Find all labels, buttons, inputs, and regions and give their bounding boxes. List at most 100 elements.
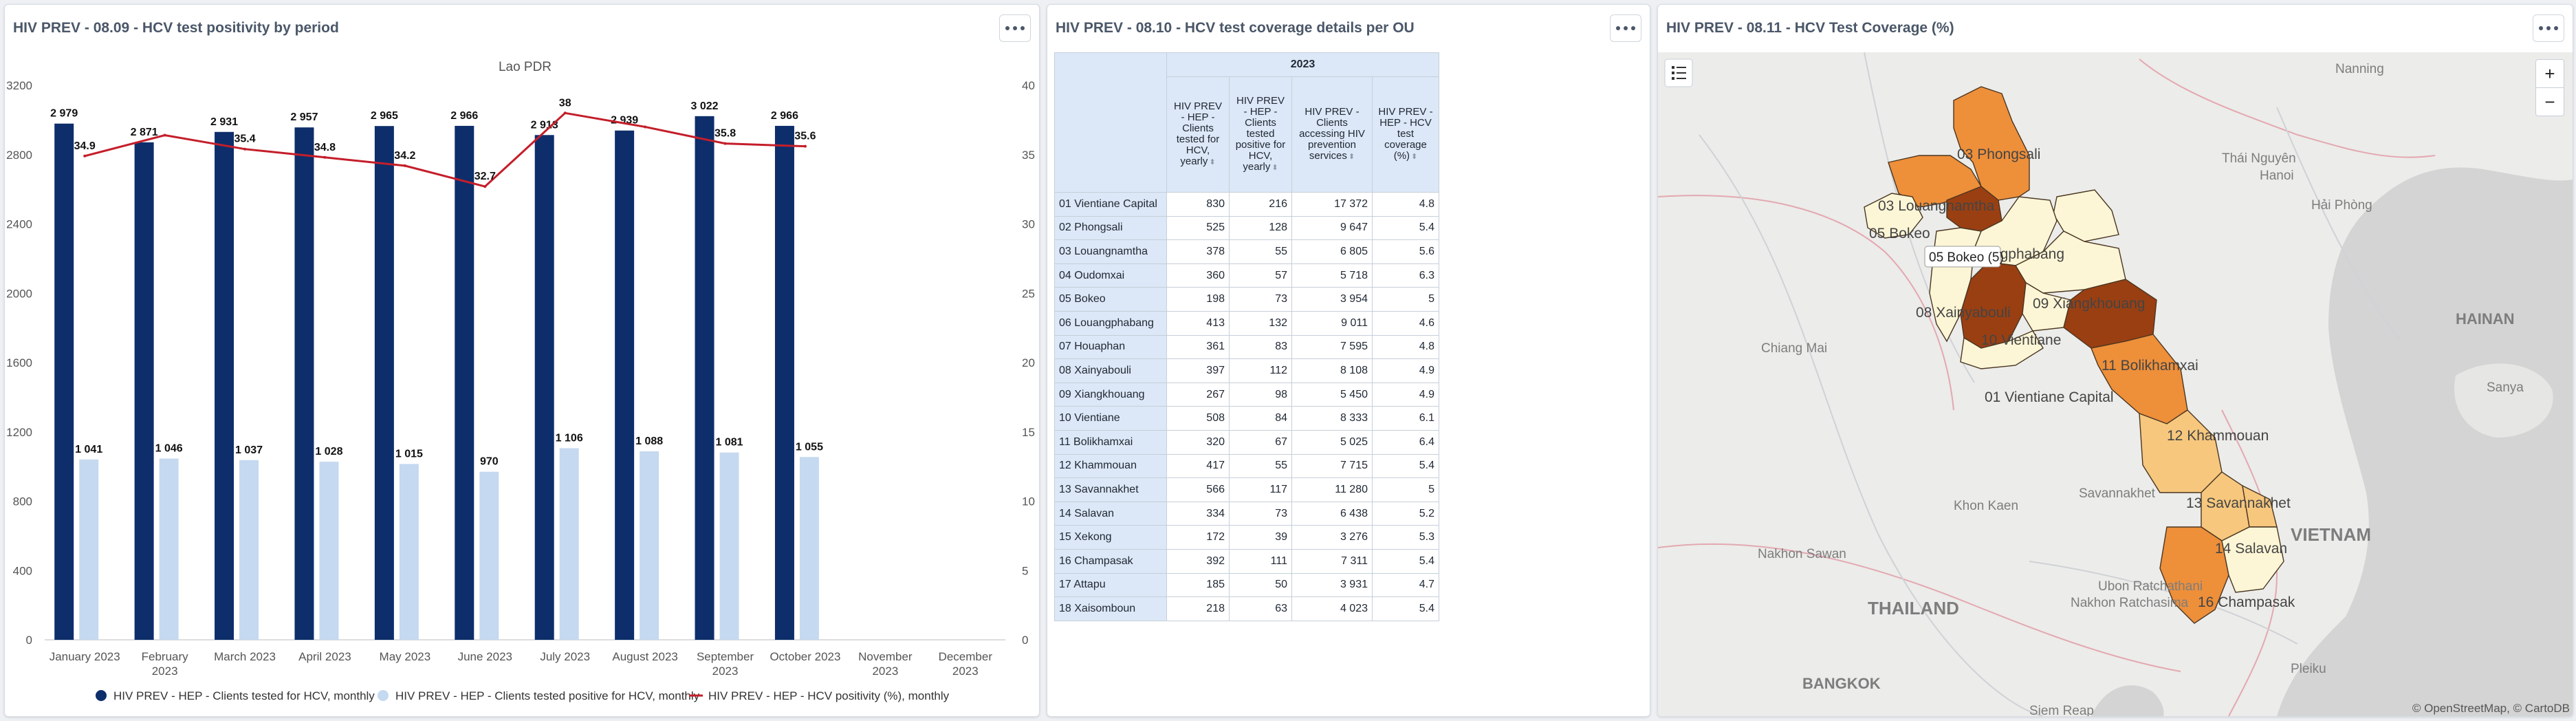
y-left-tick-label: 1600	[6, 356, 32, 369]
table-cell: 98	[1229, 382, 1292, 407]
bar-positive	[640, 451, 659, 640]
dot-icon	[2539, 26, 2543, 30]
place-label: Sanya	[2487, 380, 2524, 395]
table-row: 01 Vientiane Capital 830 216 17 372 4.8	[1054, 192, 1439, 217]
data-label-tested: 2 871	[131, 127, 158, 138]
data-label-positivity: 34.2	[394, 150, 415, 162]
row-header-ou: 06 Louangphabang	[1054, 310, 1167, 336]
map-canvas[interactable]: Nanning Thái Nguyên Hanoi Hải Phòng HAIN…	[1658, 52, 2573, 716]
table-cell: 4.8	[1372, 334, 1439, 360]
column-header[interactable]: HIV PREV - Clients accessing HIV prevent…	[1291, 76, 1373, 193]
zoom-in-button[interactable]: +	[2535, 59, 2564, 88]
x-tick-label: April 2023	[298, 650, 351, 663]
data-label-positivity: 32.7	[474, 171, 496, 182]
column-header[interactable]: HIV PREV - HEP - HCV test coverage (%) ⬍	[1372, 76, 1439, 193]
positivity-point	[563, 111, 567, 115]
data-label-positivity: 35.6	[794, 131, 816, 142]
table-cell: 7 715	[1291, 453, 1373, 479]
table-row: 15 Xekong 172 39 3 276 5.3	[1054, 525, 1439, 550]
x-tick-label: November 2023	[858, 650, 913, 678]
region-label: 16 Champasak	[2198, 594, 2295, 610]
data-label-positive: 1 028	[315, 446, 342, 458]
region-label: 13 Savannakhet	[2186, 495, 2291, 511]
panel-menu-button[interactable]	[1610, 14, 1641, 42]
table-row: 10 Vientiane 508 84 8 333 6.1	[1054, 406, 1439, 431]
data-label-tested: 2 913	[531, 119, 558, 131]
table-cell: 508	[1166, 406, 1230, 431]
y-right-tick-label: 0	[1022, 634, 1028, 647]
table-cell: 185	[1166, 572, 1230, 598]
zoom-out-button[interactable]: −	[2535, 87, 2564, 116]
dot-icon	[1624, 26, 1628, 30]
positivity-point	[403, 164, 406, 167]
data-label-tested: 2 931	[210, 116, 238, 128]
positivity-point	[83, 154, 87, 158]
data-label-tested: 2 966	[450, 110, 478, 122]
bar-positive	[799, 457, 819, 640]
table-cell: 57	[1229, 263, 1292, 288]
row-header-ou: 14 Salavan	[1054, 501, 1167, 526]
panel-menu-button[interactable]	[2533, 14, 2564, 42]
positivity-point	[323, 155, 327, 159]
data-label-positive: 1 046	[155, 443, 183, 455]
row-header-ou: 15 Xekong	[1054, 525, 1167, 550]
data-label-positive: 1 041	[75, 444, 102, 455]
dot-icon	[1616, 26, 1620, 30]
positivity-point	[163, 133, 166, 137]
table-cell: 39	[1229, 525, 1292, 550]
table-row: 04 Oudomxai 360 57 5 718 6.3	[1054, 263, 1439, 288]
table-cell: 566	[1166, 477, 1230, 502]
data-label-positivity: 34.8	[314, 142, 336, 153]
panel-menu-button[interactable]	[999, 14, 1031, 42]
place-label: HAINAN	[2456, 310, 2515, 327]
chart-panel-positivity: HIV PREV - 08.09 - HCV test positivity b…	[4, 4, 1040, 717]
table-cell: 3 276	[1291, 525, 1373, 550]
table-row: 06 Louangphabang 413 132 9 011 4.6	[1054, 310, 1439, 336]
data-label-tested: 3 022	[691, 100, 719, 112]
bar-positive	[559, 448, 579, 640]
table-row: 09 Xiangkhouang 267 98 5 450 4.9	[1054, 382, 1439, 407]
map-attribution: © OpenStreetMap, © CartoDB	[2412, 702, 2570, 715]
data-label-tested: 2 957	[290, 111, 318, 123]
data-label-positive: 1 055	[796, 441, 823, 453]
table-cell: 67	[1229, 429, 1292, 455]
bar-tested	[134, 142, 154, 640]
map-svg[interactable]: Nanning Thái Nguyên Hanoi Hải Phòng HAIN…	[1658, 52, 2573, 716]
x-tick-label: January 2023	[50, 650, 120, 663]
place-label: Siem Reap	[2029, 704, 2094, 716]
sort-icon: ⬍	[1348, 153, 1355, 161]
period-header: 2023	[1166, 52, 1439, 77]
column-header[interactable]: HIV PREV - HEP - Clients tested positive…	[1229, 76, 1292, 193]
table-row: 02 Phongsali 525 128 9 647 5.4	[1054, 215, 1439, 241]
table-cell: 218	[1166, 596, 1230, 621]
row-header-ou: 01 Vientiane Capital	[1054, 192, 1167, 217]
place-label: VIETNAM	[2291, 524, 2371, 545]
table-cell: 5.3	[1372, 525, 1439, 550]
province-bokeo	[1864, 193, 1923, 239]
table-cell: 55	[1229, 239, 1292, 264]
place-label: Khon Kaen	[1954, 499, 2018, 513]
table-row: 07 Houaphan 361 83 7 595 4.8	[1054, 334, 1439, 360]
positivity-point	[803, 144, 807, 148]
region-label: 09 Xiangkhouang	[2033, 296, 2145, 312]
panel-title: HIV PREV - 08.09 - HCV test positivity b…	[13, 20, 339, 36]
dot-icon	[1005, 26, 1009, 30]
table-cell: 5.4	[1372, 453, 1439, 479]
table-row: 16 Champasak 392 111 7 311 5.4	[1054, 548, 1439, 574]
y-left-tick-label: 800	[13, 495, 32, 508]
region-label: 01 Vientiane Capital	[1985, 389, 2114, 405]
table-cell: 216	[1229, 192, 1292, 217]
x-tick-label: March 2023	[214, 650, 276, 663]
y-left-tick-label: 0	[26, 634, 32, 647]
bar-tested	[455, 125, 474, 641]
row-header-ou: 17 Attapu	[1054, 572, 1167, 598]
column-header[interactable]: HIV PREV - HEP - Clients tested for HCV,…	[1166, 76, 1230, 193]
data-label-positivity: 35.8	[714, 128, 736, 140]
bar-positive	[159, 458, 179, 640]
region-label: 10 Vientiane	[1981, 332, 2061, 348]
row-header-ou: 09 Xiangkhouang	[1054, 382, 1167, 407]
x-tick-label: July 2023	[540, 650, 590, 663]
table-row: 03 Louangnamtha 378 55 6 805 5.6	[1054, 239, 1439, 264]
x-tick-label: September 2023	[697, 650, 754, 678]
table-panel-coverage: HIV PREV - 08.10 - HCV test coverage det…	[1047, 4, 1650, 717]
